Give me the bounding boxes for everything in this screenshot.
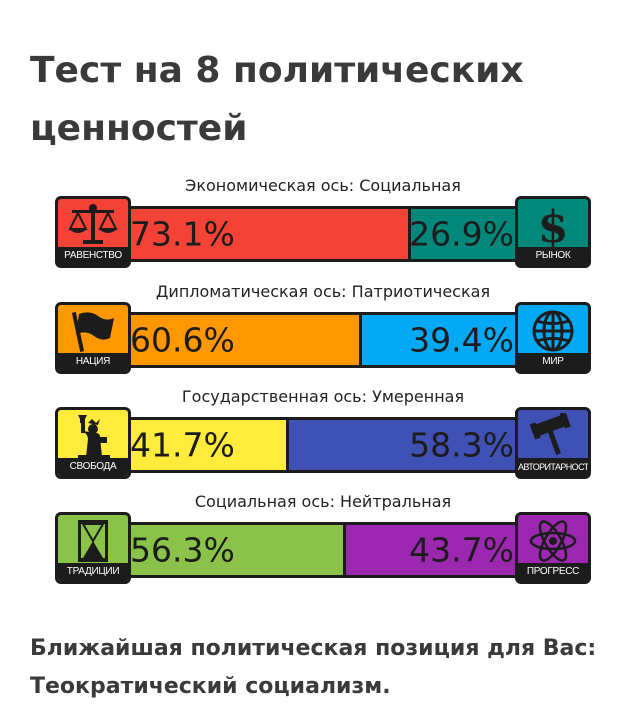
right-percent: 43.7% [409,530,514,570]
right-percent: 26.9% [409,214,514,254]
axis-bar: 60.6% 39.4% [123,312,519,368]
nation-badge: НАЦИЯ [55,302,131,374]
statue-of-liberty-icon [58,412,128,460]
bar-left-segment: 60.6% [126,315,363,365]
left-percent: 56.3% [130,530,235,570]
bar-left-segment: 41.7% [126,420,289,470]
progress-badge: ПРОГРЕСС [515,512,591,584]
icon-caption: РЫНОК [518,247,588,265]
axis-label: Государственная ось: Умеренная [181,387,465,406]
hourglass-icon [58,517,128,565]
peace-badge: МИР [515,302,591,374]
bar-right-segment: 43.7% [345,525,516,575]
gavel-icon [518,412,588,460]
bar-right-segment: 26.9% [409,209,516,259]
axis-row: НАЦИЯ 60.6% 39.4% МИР [55,302,591,374]
left-percent: 73.1% [130,214,235,254]
icon-caption: РАВЕНСТВО [58,247,128,265]
right-percent: 58.3% [409,425,514,465]
axis-row: РАВЕНСТВО 73.1% 26.9% $ РЫНОК [55,196,591,268]
left-percent: 60.6% [130,320,235,360]
tradition-badge: ТРАДИЦИИ [55,512,131,584]
equality-badge: РАВЕНСТВО [55,196,131,268]
axis-row: ТРАДИЦИИ 56.3% 43.7% ПРОГРЕСС [55,512,591,584]
axis-state: Государственная ось: Умеренная СВОБОДА 4… [55,387,591,479]
page-title: Тест на 8 политических ценностей [30,50,524,149]
bar-right-segment: 58.3% [288,420,516,470]
axis-diplomatic: Дипломатическая ось: Патриотическая НАЦИ… [55,282,591,374]
dollar-icon: $ [518,201,588,249]
axis-economic: Экономическая ось: Социальная РАВЕНСТВО … [55,176,591,268]
market-badge: $ РЫНОК [515,196,591,268]
axis-label: Экономическая ось: Социальная [185,176,461,195]
bar-right-segment: 39.4% [362,315,516,365]
icon-caption: МИР [518,353,588,371]
axis-label: Социальная ось: Нейтральная [194,492,452,511]
svg-text:$: $ [538,202,569,248]
atom-icon [518,517,588,565]
axis-social: Социальная ось: Нейтральная ТРАДИЦИИ 56.… [55,492,591,584]
axis-bar: 41.7% 58.3% [123,417,519,473]
left-percent: 41.7% [130,425,235,465]
icon-caption: ПРОГРЕСС [518,563,588,581]
icon-caption: АВТОРИТАРНОСТЬ [518,458,588,476]
globe-icon [518,307,588,355]
icon-caption: СВОБОДА [58,458,128,476]
bar-left-segment: 56.3% [126,525,346,575]
bar-left-segment: 73.1% [126,209,412,259]
axis-label: Дипломатическая ось: Патриотическая [155,282,491,301]
authority-badge: АВТОРИТАРНОСТЬ [515,407,591,479]
liberty-badge: СВОБОДА [55,407,131,479]
scales-icon [58,201,128,249]
axis-bar: 56.3% 43.7% [123,522,519,578]
closest-ideology-text: Ближайшая политическая позиция для Вас: … [30,636,597,699]
axis-bar: 73.1% 26.9% [123,206,519,262]
right-percent: 39.4% [409,320,514,360]
icon-caption: НАЦИЯ [58,353,128,371]
flag-icon [58,307,128,355]
axis-row: СВОБОДА 41.7% 58.3% АВТОРИ [55,407,591,479]
icon-caption: ТРАДИЦИИ [58,563,128,581]
